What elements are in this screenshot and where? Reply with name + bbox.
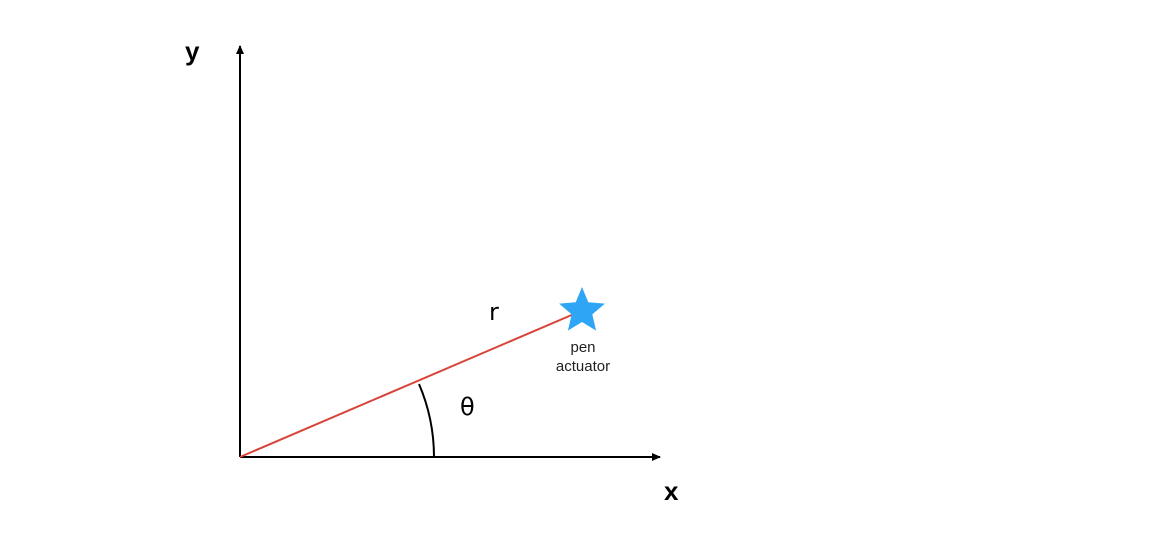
actuator-label-line2: actuator (556, 358, 610, 375)
angle-label: θ (460, 393, 475, 421)
radius-line (239, 313, 575, 458)
actuator-label-line1: pen (570, 339, 595, 356)
x-axis-label: x (664, 476, 679, 506)
star-icon (559, 287, 605, 331)
radius-label: r (489, 298, 499, 326)
y-axis-label: y (185, 36, 200, 66)
angle-arc (418, 383, 435, 458)
